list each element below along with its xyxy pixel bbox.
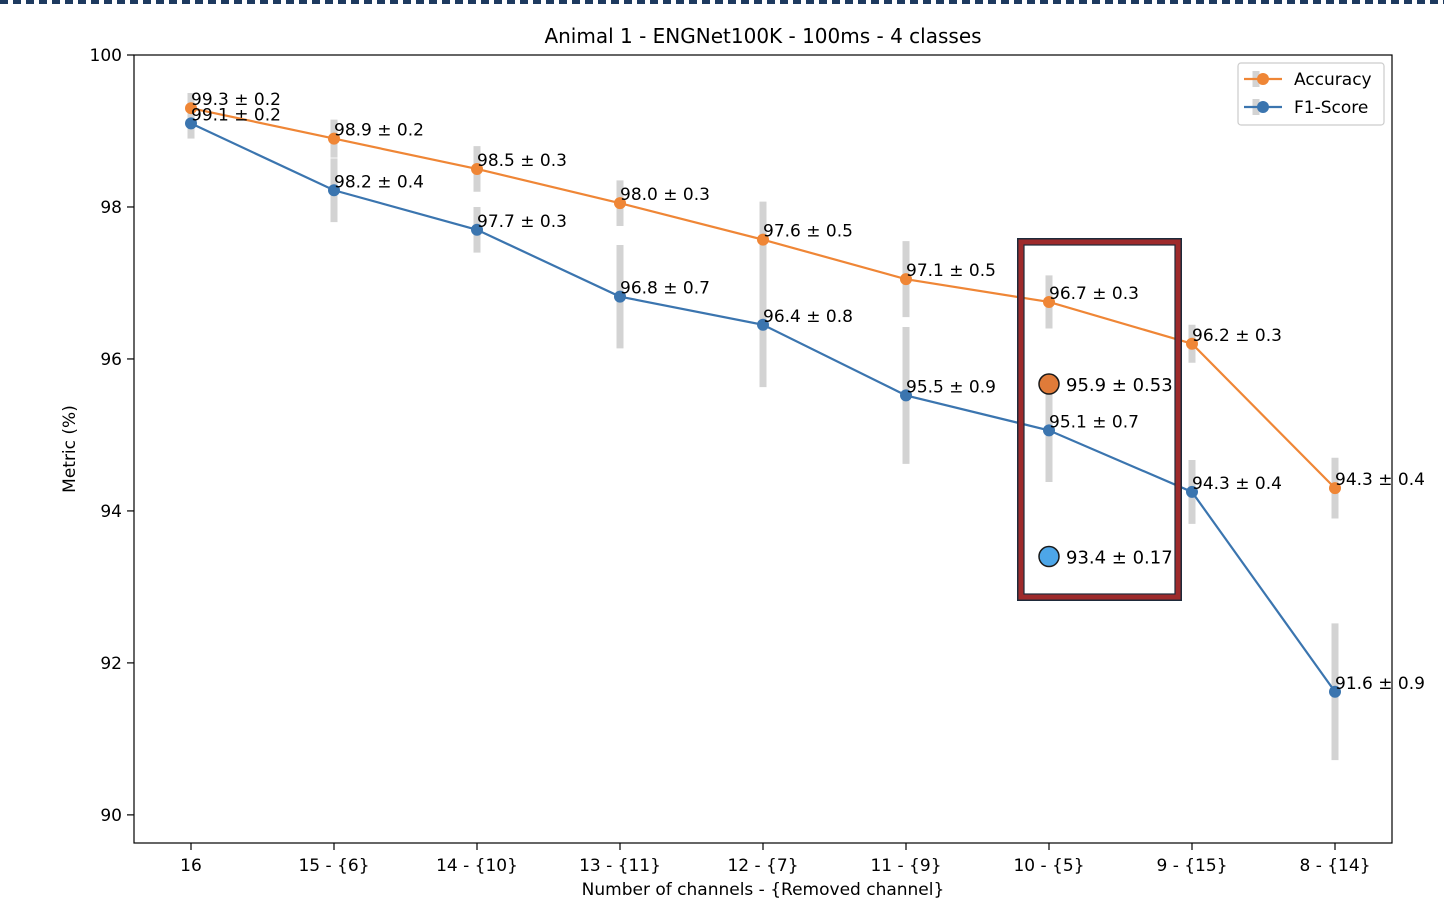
- legend: Accuracy F1-Score: [1237, 62, 1385, 126]
- x-tick-label: 12 - {7}: [727, 856, 798, 876]
- legend-marker: [1257, 73, 1269, 85]
- y-tick-label: 96: [100, 350, 122, 370]
- highlight-point: [1038, 373, 1060, 395]
- data-label: 99.1 ± 0.2: [191, 105, 281, 125]
- series-points: [185, 102, 1341, 698]
- highlight-box-outer: [1017, 238, 1182, 601]
- data-label: 97.6 ± 0.5: [763, 222, 853, 242]
- x-axis-label: Number of channels - {Removed channel}: [582, 880, 945, 900]
- y-axis: 90 92 94 96 98 100: [90, 46, 134, 826]
- data-labels: 99.3 ± 0.2 98.9 ± 0.2 98.5 ± 0.3 98.0 ± 0.3…: [191, 90, 1425, 694]
- data-label: 91.6 ± 0.9: [1335, 674, 1425, 694]
- x-tick-label: 11 - {9}: [870, 856, 941, 876]
- data-point: [900, 273, 912, 286]
- data-label: 98.2 ± 0.4: [334, 172, 424, 192]
- data-label: 95.1 ± 0.7: [1049, 412, 1139, 432]
- x-tick-label: 9 - {15}: [1156, 856, 1227, 876]
- data-point: [1043, 424, 1055, 437]
- highlight-label: 95.9 ± 0.53: [1066, 375, 1173, 396]
- data-label: 96.4 ± 0.8: [763, 307, 853, 327]
- data-point: [1329, 482, 1341, 495]
- x-tick-label: 14 - {10}: [436, 856, 518, 876]
- highlight-box: 95.9 ± 0.53 93.4 ± 0.17: [1017, 238, 1182, 601]
- data-label: 96.7 ± 0.3: [1049, 284, 1139, 304]
- x-tick-label: 16: [180, 856, 202, 876]
- data-point: [185, 102, 197, 115]
- y-tick-label: 100: [90, 46, 122, 66]
- x-tick-label: 13 - {11}: [579, 856, 661, 876]
- y-tick-label: 98: [100, 198, 122, 218]
- y-tick-label: 94: [100, 502, 122, 522]
- data-label: 96.8 ± 0.7: [620, 279, 710, 299]
- series-lines: [190, 107, 1336, 693]
- data-point: [1186, 337, 1198, 350]
- data-label: 97.1 ± 0.5: [906, 261, 996, 281]
- data-point: [757, 318, 769, 331]
- x-tick-label: 10 - {5}: [1013, 856, 1084, 876]
- data-point: [1186, 485, 1198, 498]
- data-label: 98.5 ± 0.3: [477, 151, 567, 171]
- highlight-box-inner: [1023, 244, 1176, 595]
- data-label: 98.0 ± 0.3: [620, 185, 710, 205]
- data-point: [185, 117, 197, 130]
- data-label: 94.3 ± 0.4: [1335, 470, 1425, 490]
- error-bars: [187, 92, 1339, 761]
- data-point: [471, 162, 483, 175]
- x-axis: 16 15 - {6} 14 - {10} 13 - {11} 12 - {7} 11 -…: [180, 843, 1371, 876]
- data-label: 99.3 ± 0.2: [191, 90, 281, 110]
- legend-marker: [1257, 101, 1269, 113]
- data-point: [328, 184, 340, 197]
- data-point: [1043, 295, 1055, 308]
- data-label: 96.2 ± 0.3: [1192, 326, 1282, 346]
- legend-label: F1-Score: [1294, 98, 1368, 118]
- data-point: [614, 197, 626, 210]
- data-point: [1329, 685, 1341, 698]
- highlight-label: 93.4 ± 0.17: [1066, 548, 1173, 569]
- data-point: [328, 132, 340, 145]
- data-label: 97.7 ± 0.3: [477, 212, 567, 232]
- data-label: 95.5 ± 0.9: [906, 377, 996, 397]
- y-axis-label: Metric (%): [60, 405, 80, 493]
- highlight-point: [1038, 545, 1060, 568]
- highlight-box-border: [1018, 239, 1181, 600]
- data-label: 94.3 ± 0.4: [1192, 474, 1282, 494]
- data-point: [614, 290, 626, 303]
- x-tick-label: 15 - {6}: [298, 856, 369, 876]
- y-tick-label: 92: [100, 654, 122, 674]
- data-point: [900, 389, 912, 402]
- y-tick-label: 90: [100, 806, 122, 826]
- data-point: [471, 223, 483, 236]
- legend-label: Accuracy: [1294, 70, 1372, 90]
- data-point: [757, 233, 769, 246]
- plot-area-frame: [133, 54, 1393, 844]
- x-tick-label: 8 - {14}: [1299, 856, 1370, 876]
- data-label: 98.9 ± 0.2: [334, 121, 424, 141]
- chart-title: Animal 1 - ENGNet100K - 100ms - 4 classe…: [544, 24, 981, 48]
